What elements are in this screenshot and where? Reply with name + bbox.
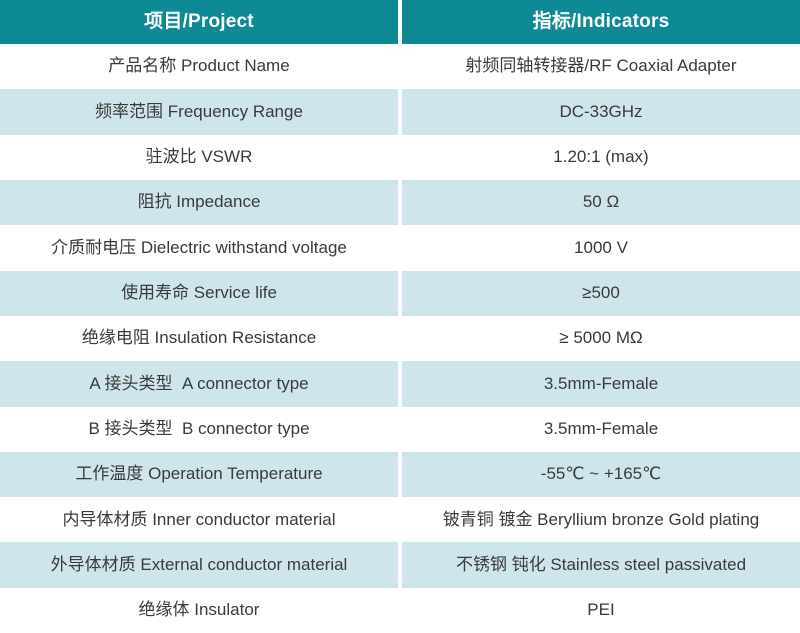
row-value: DC-33GHz xyxy=(402,89,800,135)
table-row: 内导体材质 Inner conductor material 铍青铜 镀金 Be… xyxy=(0,497,800,543)
row-label: 介质耐电压 Dielectric withstand voltage xyxy=(0,225,398,271)
row-value: ≥500 xyxy=(402,270,800,316)
row-label: 内导体材质 Inner conductor material xyxy=(0,497,398,543)
row-label: B 接头类型 B connector type xyxy=(0,406,398,452)
table-row: 使用寿命 Service life ≥500 xyxy=(0,270,800,316)
row-value: PEI xyxy=(402,587,800,633)
row-value: 50 Ω xyxy=(402,179,800,226)
row-value: 1.20:1 (max) xyxy=(402,134,800,180)
row-value: 1000 V xyxy=(402,225,800,271)
row-value: 不锈钢 钝化 Stainless steel passivated xyxy=(402,542,800,588)
row-value: 射频同轴转接器/RF Coaxial Adapter xyxy=(402,44,800,90)
table-row: 产品名称 Product Name 射频同轴转接器/RF Coaxial Ada… xyxy=(0,44,800,90)
table-row: 介质耐电压 Dielectric withstand voltage 1000 … xyxy=(0,225,800,271)
row-value: ≥ 5000 MΩ xyxy=(402,315,800,362)
row-label: 工作温度 Operation Temperature xyxy=(0,451,398,498)
row-label: 驻波比 VSWR xyxy=(0,134,398,180)
table-header-row: 项目/Project 指标/Indicators xyxy=(0,0,800,44)
row-label: 外导体材质 External conductor material xyxy=(0,542,398,588)
row-value: 3.5mm-Female xyxy=(402,406,800,452)
row-label: 绝缘体 Insulator xyxy=(0,587,398,633)
row-label: 绝缘电阻 Insulation Resistance xyxy=(0,315,398,362)
row-label: A 接头类型 A connector type xyxy=(0,361,398,407)
table-row: 工作温度 Operation Temperature -55℃ ~ +165℃ xyxy=(0,451,800,498)
row-label: 频率范围 Frequency Range xyxy=(0,89,398,135)
table-row: 外导体材质 External conductor material 不锈钢 钝化… xyxy=(0,542,800,588)
row-value: 铍青铜 镀金 Beryllium bronze Gold plating xyxy=(402,497,800,543)
header-cell-indicators: 指标/Indicators xyxy=(402,0,800,44)
row-label: 使用寿命 Service life xyxy=(0,270,398,316)
row-value: -55℃ ~ +165℃ xyxy=(402,451,800,498)
table-row: A 接头类型 A connector type 3.5mm-Female xyxy=(0,361,800,407)
table-row: 频率范围 Frequency Range DC-33GHz xyxy=(0,89,800,135)
header-cell-project: 项目/Project xyxy=(0,0,398,44)
table-row: 阻抗 Impedance 50 Ω xyxy=(0,179,800,226)
table-row: 驻波比 VSWR 1.20:1 (max) xyxy=(0,134,800,180)
table-row: 绝缘电阻 Insulation Resistance ≥ 5000 MΩ xyxy=(0,315,800,362)
table-row: B 接头类型 B connector type 3.5mm-Female xyxy=(0,406,800,452)
table-row: 绝缘体 Insulator PEI xyxy=(0,587,800,633)
row-label: 阻抗 Impedance xyxy=(0,179,398,226)
row-value: 3.5mm-Female xyxy=(402,361,800,407)
row-label: 产品名称 Product Name xyxy=(0,44,398,90)
